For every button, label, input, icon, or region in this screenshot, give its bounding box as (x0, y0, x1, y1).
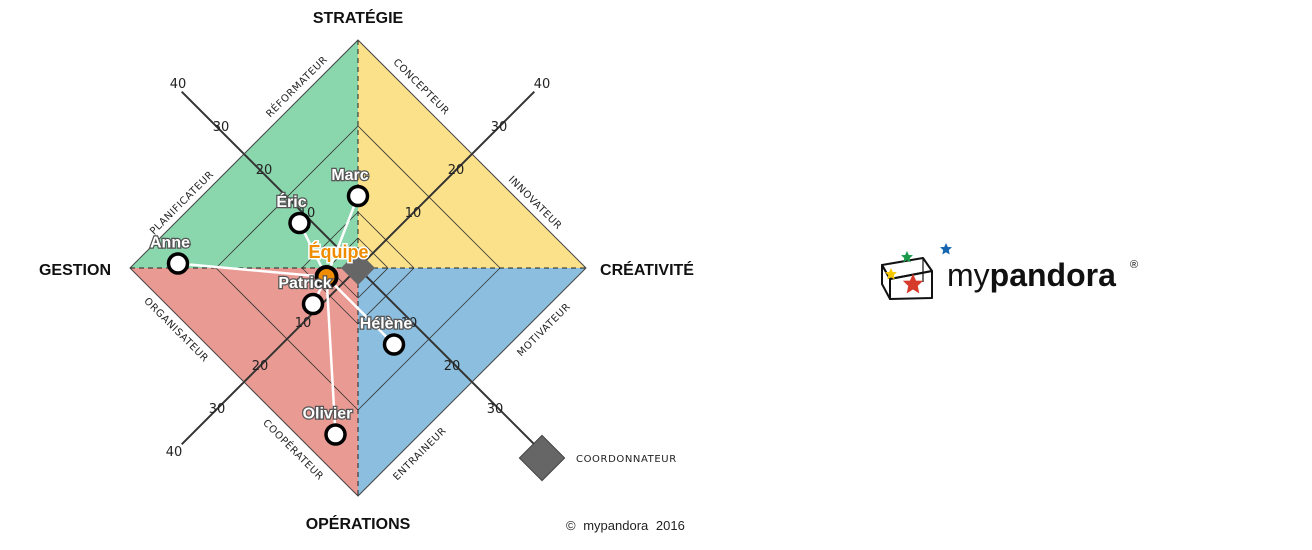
person-label: Patrick (278, 275, 331, 292)
tick-label-tr: 30 (491, 120, 508, 135)
copyright-year: 2016 (656, 518, 685, 533)
tick-label-tr: 10 (405, 206, 422, 221)
logo-wordmark: mypandora (947, 257, 1116, 293)
tick-label-br: 20 (444, 359, 461, 374)
team-marker[interactable] (314, 265, 339, 289)
legend-coordinator-label: COORDONNATEUR (576, 454, 677, 465)
team-link (325, 276, 337, 435)
tick-label-bl: 20 (252, 359, 269, 374)
star-green-icon (901, 251, 913, 263)
axis-title-strategie: STRATÉGIE (313, 8, 404, 27)
person-marker[interactable] (166, 252, 190, 275)
person-label: Marc (331, 167, 368, 184)
team-link (325, 276, 395, 346)
tick-label-bl: 30 (209, 402, 226, 417)
person-marker[interactable] (382, 333, 406, 356)
team-label: Équipe (308, 241, 368, 262)
tick-label-tl: 40 (170, 77, 187, 92)
mypandora-logo[interactable]: mypandora ® (881, 243, 1138, 300)
axis-title-operations: OPÉRATIONS (306, 514, 411, 533)
logo-brand: pandora (990, 257, 1116, 293)
team-link (325, 195, 360, 278)
person-label: Olivier (303, 406, 353, 423)
person-marker[interactable] (288, 211, 311, 235)
logo-prefix: my (947, 257, 990, 293)
person-label: Éric (276, 192, 306, 211)
tick-label-tl: 30 (213, 120, 230, 135)
star-red-icon (902, 273, 924, 294)
person-marker[interactable] (346, 184, 370, 208)
tick-label-br: 30 (487, 402, 504, 417)
copyright: © mypandora 2016 (566, 518, 685, 533)
copyright-symbol: © (566, 518, 576, 533)
star-yellow-icon (885, 268, 897, 280)
person-label: Anne (150, 235, 190, 252)
tick-label-tr: 20 (448, 163, 465, 178)
tick-labels: 10203040102030401020304010203040 (166, 77, 551, 460)
tick-label-tl: 20 (256, 163, 273, 178)
copyright-brand: mypandora (583, 518, 649, 533)
tick-label-bl: 10 (295, 316, 312, 331)
axis-title-gestion: GESTION (39, 262, 111, 279)
legend-coordinator-swatch (518, 434, 566, 482)
tick-label-tr: 40 (534, 77, 551, 92)
team-link (177, 262, 327, 279)
axis-title-creativite: CRÉATIVITÉ (600, 260, 694, 279)
person-markers (166, 184, 406, 446)
tick-label-br: 10 (401, 316, 418, 331)
diamond-border (129, 39, 587, 497)
person-labels: Marc Éric Anne Patrick Olivier Hélène (149, 166, 414, 424)
person-marker[interactable] (301, 292, 325, 316)
person-label: Hélène (360, 316, 413, 333)
logo-registered: ® (1130, 259, 1138, 271)
tick-label-bl: 40 (166, 445, 183, 460)
star-blue-icon (940, 243, 952, 255)
person-marker[interactable] (324, 423, 347, 446)
